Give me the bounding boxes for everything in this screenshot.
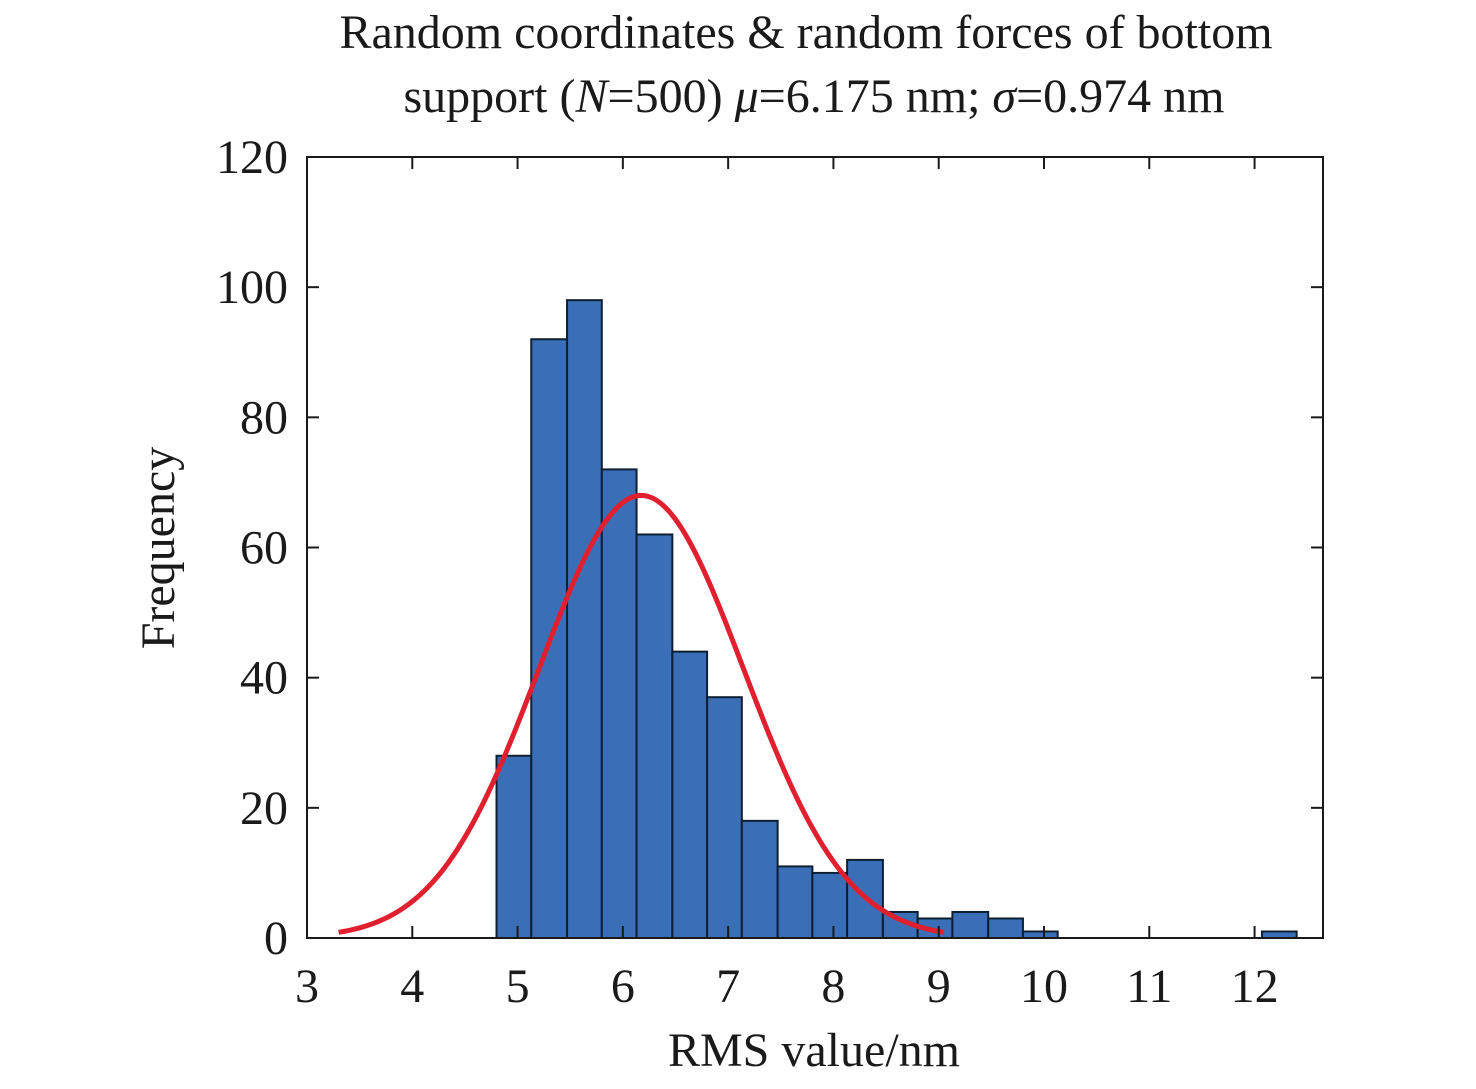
histogram-bar (706, 696, 743, 939)
y-tick-label: 100 (216, 261, 288, 314)
x-tick-label: 4 (400, 960, 424, 1013)
histogram-bar (635, 533, 674, 939)
histogram-bar (566, 299, 603, 939)
title-part-0: support ( (404, 70, 576, 123)
normal-fit-curve (338, 492, 945, 935)
title-part-2: =500) (608, 70, 735, 123)
title-part-4: =6.175 nm; (759, 70, 993, 123)
x-tick-label: 6 (611, 960, 635, 1013)
histogram-bar (811, 871, 849, 940)
x-tick-label: 10 (1020, 960, 1068, 1013)
histogram-bar (987, 917, 1024, 939)
title-part-6: =0.974 nm (1016, 70, 1224, 123)
histogram-bar (495, 754, 533, 939)
histogram-bar (671, 650, 709, 940)
title-part-1: N (574, 70, 610, 123)
y-tick-label: 80 (240, 391, 288, 444)
y-tick-label: 40 (240, 652, 288, 705)
title-part-5: σ (992, 70, 1018, 123)
plot-area-frame (306, 156, 1324, 939)
x-axis-label: RMS value/nm (668, 1024, 960, 1077)
histogram-bar (600, 468, 638, 939)
chart-title-line-2: support (N=500) μ=6.175 nm; σ=0.974 nm (404, 70, 1225, 123)
histogram-bar (740, 819, 779, 939)
histogram-bar (776, 865, 814, 939)
y-tick-label: 20 (240, 782, 288, 835)
x-tick-label: 8 (821, 960, 845, 1013)
histogram-bar (951, 910, 990, 940)
x-tick-label: 12 (1231, 960, 1279, 1013)
x-tick-label: 11 (1126, 960, 1172, 1013)
y-axis-label: Frequency (132, 447, 185, 650)
y-tick-label: 60 (240, 522, 288, 575)
x-tick-label: 5 (506, 960, 530, 1013)
chart-title-line-1: Random coordinates & random forces of bo… (339, 6, 1272, 59)
title-part-3: μ (734, 70, 759, 123)
x-tick-label: 7 (716, 960, 740, 1013)
bar-group (495, 299, 1298, 940)
y-tick-label: 120 (216, 131, 288, 184)
x-tick-label: 9 (927, 960, 951, 1013)
x-tick-label: 3 (295, 960, 319, 1013)
y-tick-label: 0 (264, 912, 288, 965)
